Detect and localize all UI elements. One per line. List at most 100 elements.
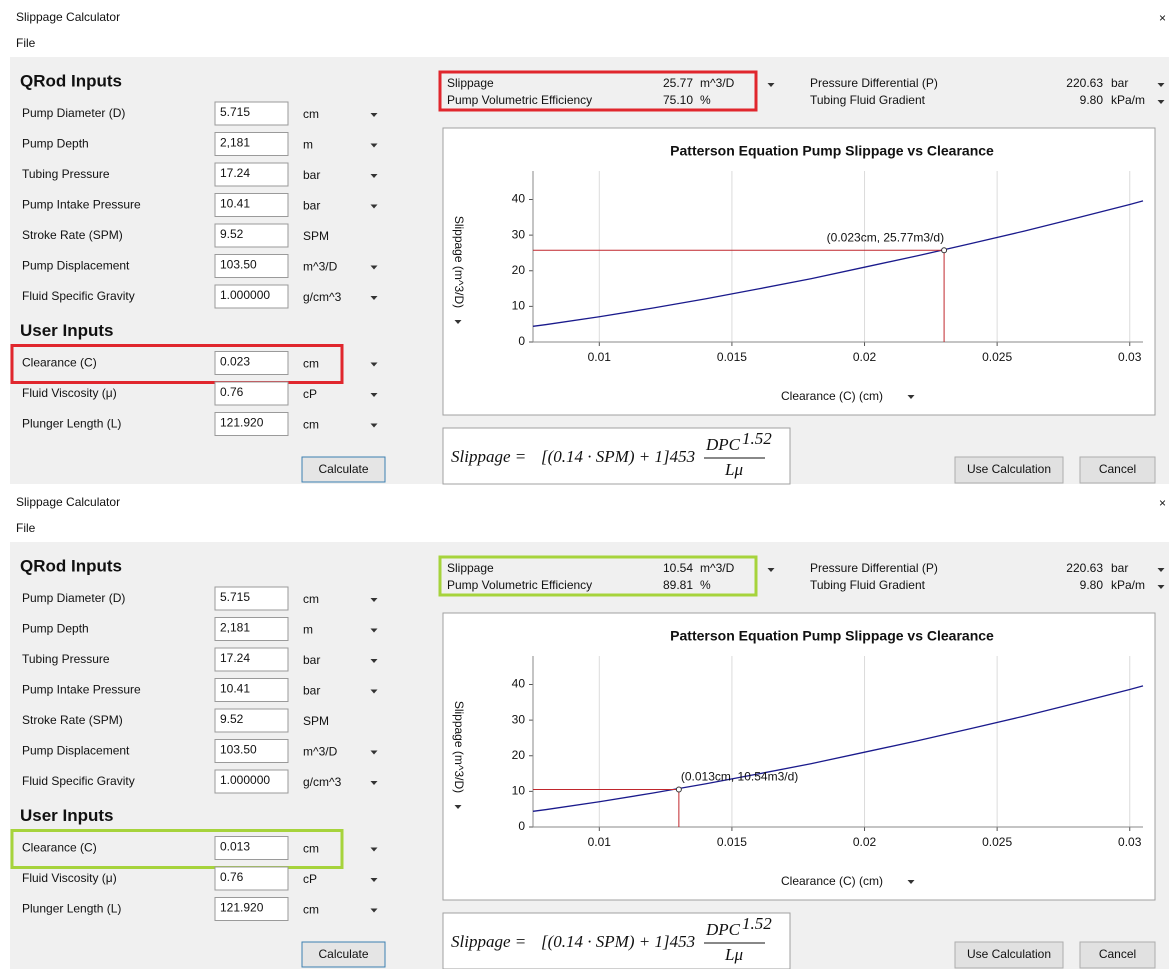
dropdown-arrow[interactable] <box>370 393 378 397</box>
field-unit: m <box>303 623 313 637</box>
dropdown-arrow[interactable] <box>454 805 462 809</box>
close-button[interactable]: × <box>1159 11 1166 25</box>
result-label: Tubing Fluid Gradient <box>810 93 926 107</box>
text-box[interactable] <box>214 284 289 309</box>
y-tick-label: 20 <box>512 263 526 277</box>
text-box[interactable] <box>214 897 289 921</box>
formula-box <box>442 912 791 969</box>
text-box[interactable] <box>214 101 289 126</box>
field-value: 5.715 <box>220 105 250 119</box>
field-value: 121.920 <box>220 901 264 915</box>
dropdown-arrow[interactable] <box>370 689 378 694</box>
text-box[interactable] <box>214 381 289 406</box>
formula-exponent: 1.52 <box>742 914 772 933</box>
result-unit: m^3/D <box>700 76 735 90</box>
text-box[interactable] <box>214 708 289 733</box>
field-unit: m <box>303 138 313 152</box>
calculate-button[interactable] <box>301 941 386 968</box>
dropdown-arrow[interactable] <box>454 320 462 324</box>
chart-panel <box>442 612 1156 901</box>
dropdown-arrow[interactable] <box>907 880 915 884</box>
marker-label: (0.023cm, 25.77m3/d) <box>827 230 944 244</box>
result-unit: % <box>700 578 711 592</box>
text-box[interactable] <box>214 162 289 187</box>
curve <box>532 200 1144 327</box>
formula-expr: [(0.14 · SPM) + 1]453 <box>541 447 695 466</box>
field-unit: m^3/D <box>303 260 338 274</box>
y-tick-label: 30 <box>512 712 526 726</box>
text-box[interactable] <box>214 836 289 860</box>
text-box[interactable] <box>214 254 289 278</box>
field-unit: cm <box>303 903 319 917</box>
dropdown-arrow[interactable] <box>1157 568 1165 572</box>
dropdown-arrow[interactable] <box>370 113 378 117</box>
text-box[interactable] <box>214 866 289 891</box>
result-label: Slippage <box>447 561 494 575</box>
field-unit: bar <box>303 168 320 182</box>
text-box[interactable] <box>214 193 289 217</box>
dropdown-arrow[interactable] <box>1157 585 1165 589</box>
button[interactable] <box>954 941 1064 969</box>
close-button[interactable]: × <box>1159 496 1166 510</box>
field-unit: m^3/D <box>303 745 338 759</box>
text-box[interactable] <box>214 132 289 156</box>
dropdown-arrow[interactable] <box>370 143 378 148</box>
text-box[interactable] <box>214 678 289 702</box>
calculate-button[interactable] <box>301 456 386 483</box>
menu-file[interactable]: File <box>16 36 36 50</box>
dropdown-arrow[interactable] <box>907 395 915 399</box>
y-axis-label: Slippage (m^3/D) <box>452 216 466 308</box>
y-tick-label: 30 <box>512 227 526 241</box>
text-box[interactable] <box>214 351 289 375</box>
text-box[interactable] <box>214 739 289 763</box>
text-box[interactable] <box>214 769 289 794</box>
dropdown-arrow[interactable] <box>370 878 378 882</box>
text-box[interactable] <box>214 586 289 611</box>
formula-box <box>442 427 791 485</box>
dropdown-arrow[interactable] <box>370 659 378 663</box>
y-axis-label: Slippage (m^3/D) <box>452 701 466 793</box>
field-label: Pump Depth <box>22 137 89 151</box>
field-label: Plunger Length (L) <box>22 902 121 916</box>
x-tick-label: 0.025 <box>982 350 1012 364</box>
dropdown-arrow[interactable] <box>370 423 378 428</box>
menu-file[interactable]: File <box>16 521 36 535</box>
field-value: 10.41 <box>220 197 250 211</box>
text-box[interactable] <box>214 223 289 248</box>
dropdown-arrow[interactable] <box>1157 100 1165 104</box>
field-unit: bar <box>303 199 320 213</box>
button[interactable] <box>954 456 1064 484</box>
text-box[interactable] <box>214 412 289 436</box>
dropdown-arrow[interactable] <box>370 174 378 178</box>
y-tick-label: 0 <box>518 819 525 833</box>
dropdown-arrow[interactable] <box>370 265 378 270</box>
field-unit: cm <box>303 107 319 121</box>
field-label: Fluid Specific Gravity <box>22 289 135 303</box>
dropdown-arrow[interactable] <box>370 362 378 367</box>
dropdown-arrow[interactable] <box>1157 83 1165 87</box>
field-value: 2,181 <box>220 621 250 635</box>
dropdown-arrow[interactable] <box>370 750 378 755</box>
field-label: Tubing Pressure <box>22 167 110 181</box>
dropdown-arrow[interactable] <box>370 908 378 913</box>
section-heading: User Inputs <box>20 806 114 825</box>
dropdown-arrow[interactable] <box>767 83 775 87</box>
dropdown-arrow[interactable] <box>767 568 775 572</box>
dropdown-arrow[interactable] <box>370 204 378 209</box>
field-unit: cm <box>303 418 319 432</box>
field-value: 0.76 <box>220 870 244 884</box>
result-label: Pressure Differential (P) <box>810 76 938 90</box>
dropdown-arrow[interactable] <box>370 296 378 300</box>
field-label: Pump Diameter (D) <box>22 106 125 120</box>
field-label: Pump Displacement <box>22 744 130 758</box>
dropdown-arrow[interactable] <box>370 598 378 602</box>
dropdown-arrow[interactable] <box>370 847 378 852</box>
dropdown-arrow[interactable] <box>370 781 378 785</box>
button[interactable] <box>1079 456 1156 484</box>
y-tick-label: 20 <box>512 748 526 762</box>
text-box[interactable] <box>214 617 289 641</box>
button[interactable] <box>1079 941 1156 969</box>
result-label: Pressure Differential (P) <box>810 561 938 575</box>
dropdown-arrow[interactable] <box>370 628 378 633</box>
text-box[interactable] <box>214 647 289 672</box>
